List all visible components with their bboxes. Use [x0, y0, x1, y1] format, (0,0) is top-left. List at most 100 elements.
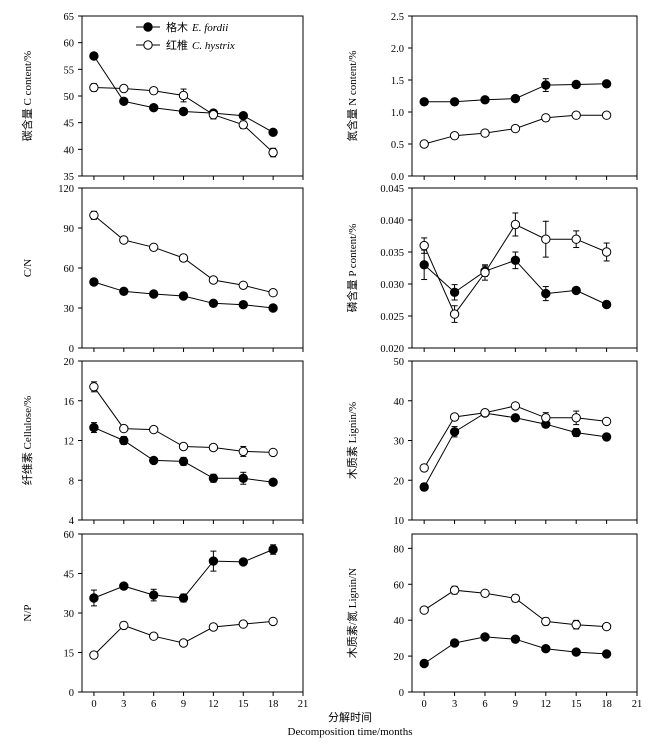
data-point-filled — [208, 298, 219, 308]
data-point-filled — [208, 473, 219, 483]
data-point-open — [89, 382, 99, 392]
data-point-open — [449, 412, 460, 422]
data-point-open — [571, 413, 581, 423]
data-point-filled — [601, 649, 612, 659]
data-point-open — [480, 408, 490, 418]
x-axis-title-en: Decomposition time/months — [288, 726, 413, 738]
y-tick-label: 10 — [394, 516, 405, 527]
data-point-filled — [238, 557, 249, 567]
data-point-filled — [419, 482, 429, 492]
x-tick-label: 0 — [422, 699, 427, 710]
y-tick-label: 20 — [394, 476, 405, 487]
panel-5: 4 8 12 16 20 纤维素 Cellulose/% — [21, 357, 304, 527]
panel-3: 0 30 60 90 120 C/N — [22, 184, 304, 355]
x-tick-label: 18 — [601, 699, 612, 710]
y-tick-label: 60 — [394, 580, 405, 591]
data-point-filled — [541, 288, 551, 299]
data-point-filled — [119, 581, 129, 591]
y-tick-label: 120 — [58, 184, 74, 195]
y-tick-label: 0.020 — [380, 344, 404, 355]
y-tick-label: 45 — [64, 119, 75, 130]
data-point-filled — [149, 590, 159, 600]
x-tick-label: 18 — [268, 699, 279, 710]
data-point-filled — [119, 286, 129, 296]
data-point-filled — [119, 435, 129, 446]
x-tick-label: 9 — [181, 699, 186, 710]
panel-frame — [81, 187, 304, 349]
y-tick-label: 30 — [394, 437, 405, 448]
x-tick-label: 12 — [541, 699, 552, 710]
data-point-filled — [419, 658, 429, 669]
data-point-open — [419, 240, 429, 251]
data-point-open — [480, 128, 490, 138]
data-point-open — [119, 83, 129, 94]
data-point-filled — [268, 477, 278, 487]
x-tick-label: 21 — [298, 699, 309, 710]
x-axis-title: 分解时间 Decomposition time/months — [288, 710, 413, 738]
data-point-open — [419, 139, 429, 149]
y-tick-label: 0 — [69, 344, 74, 355]
data-point-filled — [238, 473, 249, 483]
data-point-open — [541, 616, 551, 627]
x-axis-title-zh: 分解时间 — [328, 710, 372, 724]
y-tick-label: 0.0 — [391, 172, 404, 183]
data-point-filled — [449, 427, 460, 437]
legend-label: 格木 E. fordii — [166, 20, 228, 34]
data-point-open — [268, 447, 278, 458]
y-tick-label: 0.035 — [380, 248, 404, 259]
y-tick-label: 40 — [394, 397, 405, 408]
panel-6: 10 20 30 40 50 木质素 Lignin/% — [346, 357, 638, 527]
legend: 格木 E. fordii 红椎 C. hystrix — [136, 20, 235, 52]
y-tick-label: 1.5 — [391, 76, 404, 87]
data-point-open — [178, 638, 189, 648]
data-point-open — [149, 424, 159, 435]
y-tick-label: 2.5 — [391, 12, 404, 23]
data-point-open — [449, 309, 460, 319]
panel-frame — [411, 187, 638, 349]
y-tick-label: 4 — [69, 516, 75, 527]
data-point-open — [510, 593, 521, 603]
legend-item-c-hystrix: 红椎 C. hystrix — [136, 38, 235, 52]
y-tick-label: 65 — [64, 12, 75, 23]
y-tick-label: 35 — [64, 172, 75, 183]
data-point-filled — [601, 79, 612, 89]
y-tick-label: 20 — [394, 652, 405, 663]
y-axis-title: 木质素 Lignin/% — [346, 402, 359, 479]
data-point-open — [149, 86, 159, 96]
panel-frame — [411, 360, 638, 521]
y-tick-label: 0 — [399, 688, 404, 699]
data-point-open — [601, 416, 612, 427]
data-point-open — [480, 267, 490, 278]
y-tick-label: 0.045 — [380, 184, 404, 195]
y-tick-label: 2.0 — [391, 44, 404, 55]
data-point-open — [268, 288, 278, 298]
data-point-open — [149, 242, 159, 253]
data-point-filled — [178, 456, 189, 467]
data-point-filled — [119, 96, 129, 107]
data-point-open — [119, 423, 129, 434]
data-point-open — [449, 131, 460, 141]
y-tick-label: 90 — [64, 224, 75, 235]
data-point-open — [208, 442, 219, 453]
data-point-filled — [510, 255, 521, 265]
data-point-filled — [480, 632, 490, 642]
data-point-open — [208, 622, 219, 632]
data-point-filled — [510, 413, 521, 423]
y-tick-label: 55 — [64, 65, 75, 76]
y-tick-label: 60 — [64, 39, 75, 50]
panel-7: 0 15 30 45 60 0 3 6 9 12 15 18 21 N/P — [22, 530, 308, 710]
data-point-open — [149, 631, 159, 641]
data-point-filled — [449, 638, 460, 648]
data-point-open — [178, 253, 189, 263]
data-point-open — [541, 113, 551, 123]
y-tick-label: 8 — [69, 476, 74, 487]
data-point-filled — [89, 422, 99, 433]
data-point-filled — [571, 647, 581, 657]
data-point-open — [238, 619, 249, 629]
data-point-filled — [419, 260, 429, 270]
data-point-filled — [449, 287, 460, 297]
y-tick-label: 20 — [64, 357, 75, 368]
legend-label-latin: C. hystrix — [192, 40, 235, 52]
y-axis-title: 氮含量 N content/% — [345, 50, 359, 141]
